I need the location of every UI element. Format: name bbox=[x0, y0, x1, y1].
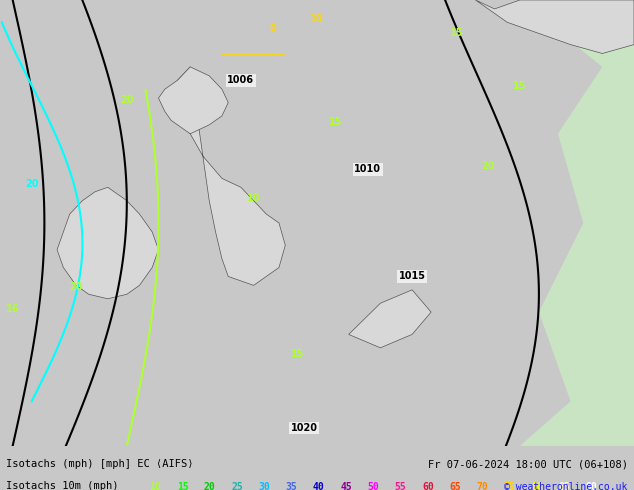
Polygon shape bbox=[476, 0, 634, 53]
Text: 30: 30 bbox=[259, 482, 270, 490]
Text: 20: 20 bbox=[120, 95, 134, 104]
Polygon shape bbox=[349, 290, 431, 348]
Text: 1010: 1010 bbox=[354, 165, 381, 174]
Text: 70: 70 bbox=[477, 482, 488, 490]
Text: 20: 20 bbox=[69, 282, 83, 292]
Text: 1015: 1015 bbox=[399, 271, 425, 281]
Polygon shape bbox=[57, 187, 158, 299]
Text: 45: 45 bbox=[340, 482, 352, 490]
Text: 55: 55 bbox=[395, 482, 406, 490]
Text: Isotachs (mph) [mph] EC ⟨AIFS⟩: Isotachs (mph) [mph] EC ⟨AIFS⟩ bbox=[6, 459, 194, 469]
Text: 1006: 1006 bbox=[228, 75, 254, 85]
Text: 65: 65 bbox=[450, 482, 461, 490]
Text: 20: 20 bbox=[204, 482, 216, 490]
Polygon shape bbox=[158, 67, 228, 134]
Text: 25: 25 bbox=[231, 482, 243, 490]
Polygon shape bbox=[171, 67, 285, 285]
Text: 75: 75 bbox=[504, 482, 515, 490]
Text: 10: 10 bbox=[150, 482, 161, 490]
Text: 15: 15 bbox=[329, 117, 343, 127]
Text: 35: 35 bbox=[286, 482, 297, 490]
Text: 20: 20 bbox=[481, 161, 495, 172]
Text: 50: 50 bbox=[368, 482, 379, 490]
Text: 0: 0 bbox=[269, 23, 276, 33]
Text: 15: 15 bbox=[291, 349, 305, 359]
Text: 40: 40 bbox=[313, 482, 325, 490]
Text: 15: 15 bbox=[450, 27, 463, 38]
Text: 10: 10 bbox=[247, 193, 261, 203]
Text: 85: 85 bbox=[559, 482, 570, 490]
Text: 60: 60 bbox=[422, 482, 434, 490]
Text: © weatheronline.co.uk: © weatheronline.co.uk bbox=[504, 482, 628, 490]
Text: 16: 16 bbox=[6, 304, 20, 314]
Text: 80: 80 bbox=[531, 482, 543, 490]
Text: 1020: 1020 bbox=[291, 423, 318, 433]
Text: 10: 10 bbox=[310, 14, 324, 24]
Text: 90: 90 bbox=[586, 482, 597, 490]
Polygon shape bbox=[520, 0, 634, 446]
Text: Fr 07-06-2024 18:00 UTC (06+108): Fr 07-06-2024 18:00 UTC (06+108) bbox=[428, 459, 628, 469]
Text: 15: 15 bbox=[513, 81, 527, 91]
Text: 20: 20 bbox=[25, 179, 39, 189]
Text: Isotachs 10m (mph): Isotachs 10m (mph) bbox=[6, 481, 119, 490]
Text: 15: 15 bbox=[177, 482, 188, 490]
